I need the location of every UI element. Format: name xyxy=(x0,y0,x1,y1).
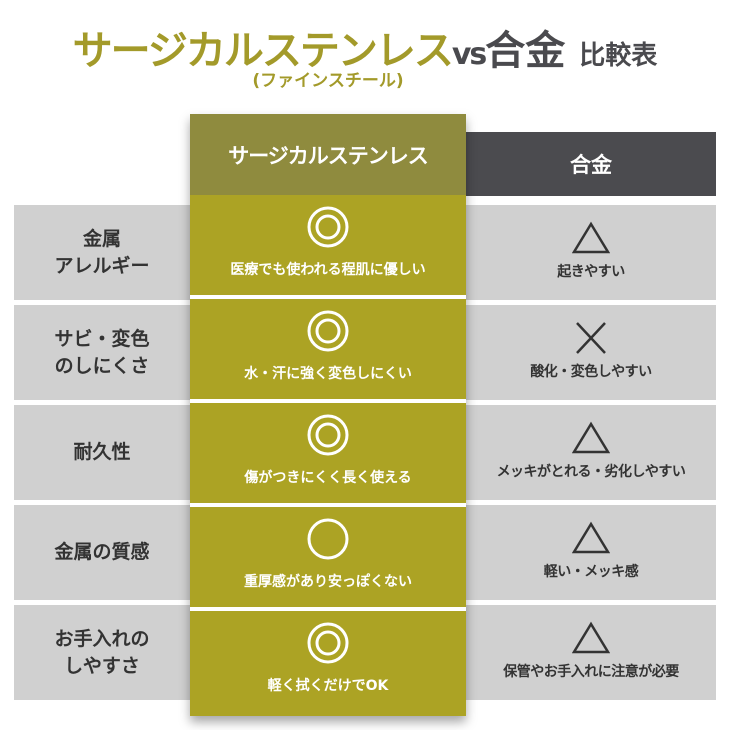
double-circle-icon xyxy=(306,309,350,353)
circle-icon xyxy=(306,517,350,561)
stainless-cell: 水・汗に強く変色しにくい xyxy=(190,299,466,395)
alloy-note: 酸化・変色しやすい xyxy=(530,364,652,380)
stainless-cell: 重厚感があり安っぽくない xyxy=(190,507,466,603)
alloy-cell: 軽い・メッキ感 xyxy=(466,505,716,600)
stainless-column: サージカルステンレス 医療でも使われる程肌に優しい 水・汗に強く変色しにくい 傷… xyxy=(190,114,466,716)
title-comparison: 比較表 xyxy=(579,41,658,71)
row-label-line: サビ・変色 xyxy=(54,327,150,350)
stainless-note: 軽く拭くだけでOK xyxy=(267,678,389,694)
triangle-icon xyxy=(571,221,611,255)
row-label: 金属の質感 xyxy=(14,505,190,600)
row-label-line: しやすさ xyxy=(64,654,140,677)
stainless-note: 水・汗に強く変色しにくい xyxy=(244,366,412,382)
alloy-note: 軽い・メッキ感 xyxy=(543,564,639,580)
alloy-note: メッキがとれる・劣化しやすい xyxy=(496,464,686,480)
row-label-line: 耐久性 xyxy=(73,441,131,463)
row-label-line: 金属 xyxy=(82,227,121,250)
alloy-cell: 酸化・変色しやすい xyxy=(466,305,716,400)
row-divider xyxy=(190,607,466,611)
stainless-note: 傷がつきにくく長く使える xyxy=(244,470,412,486)
alloy-note: 保管やお手入れに注意が必要 xyxy=(503,664,679,680)
row-label-line: のしにくさ xyxy=(54,354,150,377)
title-alloy: 合金 xyxy=(485,28,566,74)
alloy-cell: 起きやすい xyxy=(466,205,716,300)
alloy-cell: 保管やお手入れに注意が必要 xyxy=(466,605,716,700)
triangle-icon xyxy=(571,421,611,455)
stainless-cell: 傷がつきにくく長く使える xyxy=(190,403,466,499)
stainless-note: 医療でも使われる程肌に優しい xyxy=(230,262,426,278)
row-label-line: アレルギー xyxy=(54,254,150,277)
row-divider xyxy=(190,295,466,299)
row-divider xyxy=(190,399,466,403)
double-circle-icon xyxy=(306,621,350,665)
stainless-note: 重厚感があり安っぽくない xyxy=(244,574,412,590)
alloy-cell: メッキがとれる・劣化しやすい xyxy=(466,405,716,500)
row-divider xyxy=(190,503,466,507)
stainless-cell: 医療でも使われる程肌に優しい xyxy=(190,195,466,291)
alloy-note: 起きやすい xyxy=(557,264,625,280)
double-circle-icon xyxy=(306,205,350,249)
row-label: 金属 アレルギー xyxy=(14,205,190,300)
alloy-column-header: 合金 xyxy=(466,132,716,196)
triangle-icon xyxy=(571,521,611,555)
cross-icon xyxy=(572,321,610,355)
stainless-cell: 軽く拭くだけでOK xyxy=(190,611,466,707)
title-vs: vs xyxy=(451,37,487,72)
stainless-column-header: サージカルステンレス xyxy=(190,114,466,195)
row-label-line: 金属の質感 xyxy=(54,541,150,563)
double-circle-icon xyxy=(306,413,350,457)
title-stainless: サージカルステンレス xyxy=(72,28,454,74)
page-title: サージカルステンレスvs合金 比較表 xyxy=(0,18,730,76)
row-label: サビ・変色のしにくさ xyxy=(14,305,190,400)
row-label-line: お手入れの xyxy=(54,627,150,650)
row-label: 耐久性 xyxy=(14,405,190,500)
subtitle: (ファインスチール) xyxy=(252,71,404,91)
row-label: お手入れの しやすさ xyxy=(14,605,190,700)
triangle-icon xyxy=(571,621,611,655)
